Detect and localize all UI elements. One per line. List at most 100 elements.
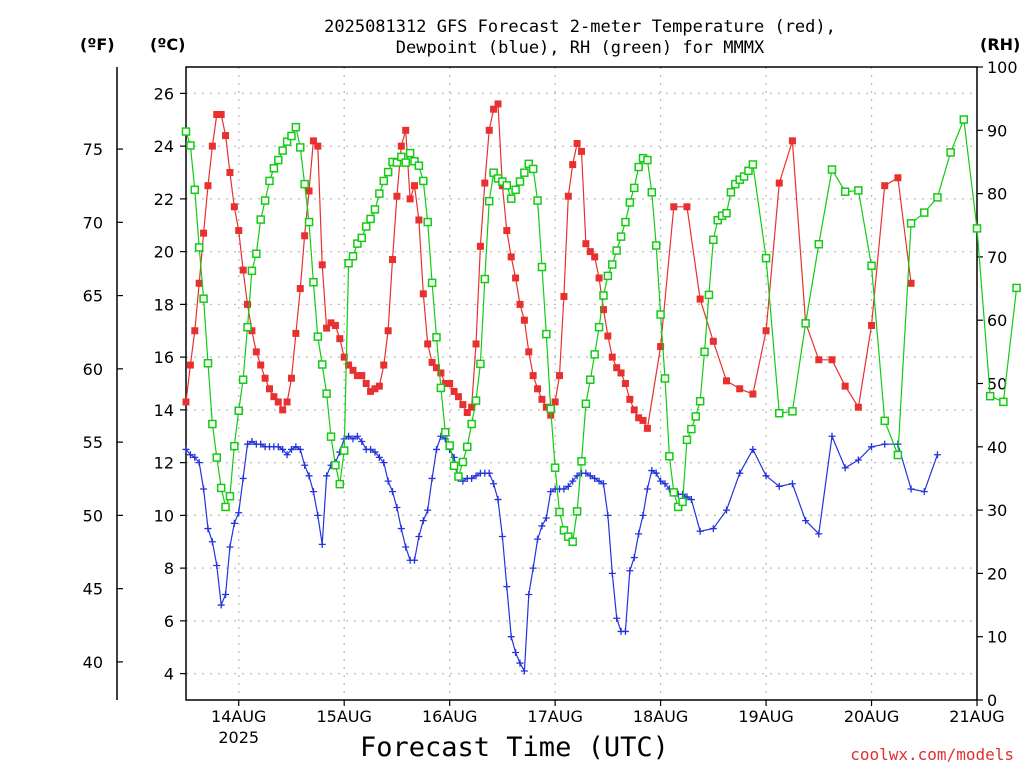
rh-point	[634, 162, 643, 172]
fahrenheit-tick-label: 70	[83, 213, 103, 232]
temperature-point	[411, 182, 419, 190]
fahrenheit-tick-label: 75	[83, 140, 103, 159]
dewpoint-point	[494, 496, 502, 504]
dewpoint-point	[349, 435, 357, 443]
rh-point	[357, 233, 367, 243]
temperature-point	[723, 377, 731, 385]
rh-point	[480, 274, 490, 284]
rh-point	[985, 391, 995, 401]
temperature-point	[463, 409, 471, 417]
dewpoint-point	[485, 469, 493, 477]
dewpoint-point	[235, 509, 243, 517]
rh-point	[726, 188, 736, 197]
dewpoint-point	[582, 469, 590, 477]
rh-point	[282, 137, 292, 146]
dewpoint-point	[512, 649, 520, 657]
rh-point	[647, 188, 657, 197]
rh-point	[397, 152, 406, 162]
temperature-point	[301, 232, 309, 240]
dewpoint-point	[538, 522, 546, 530]
fahrenheit-tick-label: 50	[83, 506, 103, 525]
rh-point	[401, 158, 410, 167]
temperature-point	[274, 398, 282, 406]
x-tick-label: 20AUG	[844, 707, 899, 726]
dewpoint-point	[411, 556, 419, 564]
dewpoint-point	[230, 519, 238, 527]
rh-point	[256, 215, 265, 224]
dewpoint-point	[591, 474, 599, 482]
rh-point	[515, 177, 525, 186]
rh-point	[590, 350, 599, 359]
temperature-point	[191, 327, 199, 335]
dewpoint-point	[186, 451, 194, 459]
rh-point	[230, 441, 239, 451]
temperature-point	[415, 216, 423, 224]
dewpoint-point	[274, 443, 282, 451]
temperature-point	[604, 332, 612, 340]
temperature-point	[252, 348, 260, 356]
temperature-point	[481, 179, 489, 187]
temperature-point	[182, 398, 190, 406]
rh-point	[827, 165, 837, 174]
rh-point	[612, 246, 621, 255]
temperature-point	[257, 361, 265, 369]
rh-point	[1012, 283, 1021, 293]
temperature-point	[595, 274, 603, 282]
dewpoint-point	[191, 453, 199, 461]
rh-point	[744, 166, 753, 176]
temperature-point	[279, 406, 287, 414]
dewpoint-point	[424, 506, 432, 514]
temperature-point	[626, 395, 634, 403]
chart-title-line2: Dewpoint (blue), RH (green) for MMMX	[395, 38, 765, 58]
rh-point	[291, 122, 301, 132]
rh-point	[181, 127, 191, 136]
temperature-point	[613, 364, 621, 372]
rh-point	[524, 159, 534, 169]
rh-point	[238, 375, 248, 384]
temperature-point	[762, 327, 770, 335]
dewpoint-point	[195, 459, 203, 467]
dewpoint-point	[393, 503, 401, 511]
temperature-point	[222, 132, 230, 140]
x-tick-label: 18AUG	[633, 707, 688, 726]
rh-point	[546, 404, 555, 414]
temperature-point	[868, 321, 876, 329]
dewpoint-point	[613, 614, 621, 622]
temperature-point	[437, 369, 445, 377]
temperature-point	[639, 416, 647, 424]
temperature-point	[749, 390, 757, 398]
dewpoint-point	[599, 480, 607, 488]
temperature-point	[309, 137, 317, 145]
temperature-point	[621, 380, 629, 387]
dewpoint-point	[652, 469, 660, 477]
temperature-point	[239, 266, 247, 274]
temperature-point	[428, 358, 436, 366]
rh-point	[436, 383, 446, 393]
rh-point	[775, 409, 784, 418]
rh-point	[511, 185, 520, 195]
temperature-point	[375, 382, 383, 390]
temperature-point	[573, 139, 581, 147]
rh-point	[190, 185, 200, 195]
x-tick-label: 21AUG	[949, 707, 1004, 726]
temperature-point	[208, 142, 216, 150]
temperature-point	[657, 343, 665, 351]
rh-point	[643, 155, 652, 165]
rh-point	[212, 453, 222, 462]
temperature-point	[591, 253, 599, 261]
rh-point	[366, 214, 375, 224]
dewpoint-point	[204, 525, 212, 533]
rh-point	[542, 329, 551, 339]
temperature-point	[670, 203, 678, 211]
dewpoint-point	[314, 511, 322, 519]
credit-link[interactable]: coolwx.com/models	[850, 745, 1014, 764]
temperature-point	[336, 335, 344, 343]
rh-point	[441, 427, 450, 437]
temperature-point	[542, 403, 550, 411]
dewpoint-point	[723, 506, 731, 514]
temperature-point	[472, 340, 480, 348]
dewpoint-point	[287, 445, 295, 453]
temperature-point	[490, 105, 498, 113]
temperature-point	[384, 327, 392, 335]
rh-point	[462, 442, 472, 452]
